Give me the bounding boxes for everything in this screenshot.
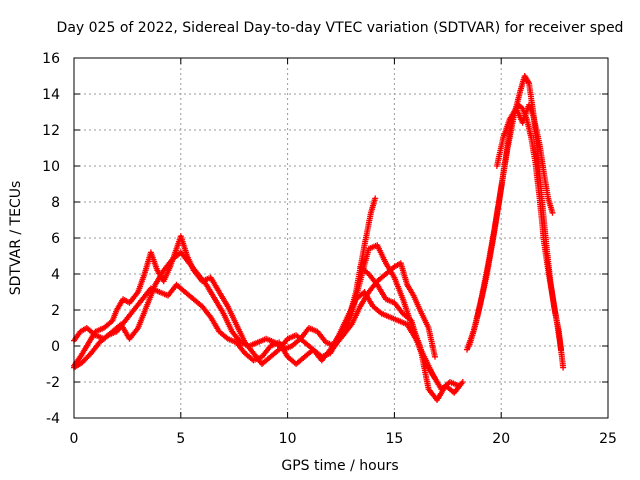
y-tick-label: 10 <box>42 159 60 175</box>
x-axis-ticks: 0 5 10 15 20 25 <box>70 58 617 447</box>
y-axis-label: SDTVAR / TECUs <box>8 181 24 296</box>
y-tick-label: 8 <box>51 195 60 211</box>
y-tick-label: 2 <box>51 303 60 319</box>
series-trace-d <box>340 260 438 360</box>
y-axis-ticks: -4 -2 0 2 4 6 8 10 12 14 16 <box>42 51 608 427</box>
series-peak-c <box>493 101 556 216</box>
y-tick-label: 16 <box>42 51 60 67</box>
series-markers <box>340 260 438 360</box>
y-tick-label: -2 <box>46 375 60 391</box>
series-markers <box>357 263 438 382</box>
y-tick-label: 14 <box>42 87 60 103</box>
y-tick-label: 0 <box>51 339 60 355</box>
series-markers <box>464 101 564 353</box>
y-tick-label: 6 <box>51 231 60 247</box>
y-tick-label: 4 <box>51 267 60 283</box>
y-tick-label: 12 <box>42 123 60 139</box>
x-axis-label: GPS time / hours <box>281 458 398 474</box>
series-markers <box>493 101 556 216</box>
chart-title: Day 025 of 2022, Sidereal Day-to-day VTE… <box>57 20 624 36</box>
x-tick-label: 25 <box>599 431 617 447</box>
y-tick-label: -4 <box>46 411 60 427</box>
x-tick-label: 10 <box>279 431 297 447</box>
x-tick-label: 15 <box>385 431 403 447</box>
series-peak-b <box>464 101 564 353</box>
series-peak-a <box>466 73 567 371</box>
x-tick-label: 5 <box>176 431 185 447</box>
x-tick-label: 20 <box>492 431 510 447</box>
series-markers <box>466 73 567 371</box>
series-trace-e <box>357 263 438 382</box>
x-tick-label: 0 <box>70 431 79 447</box>
